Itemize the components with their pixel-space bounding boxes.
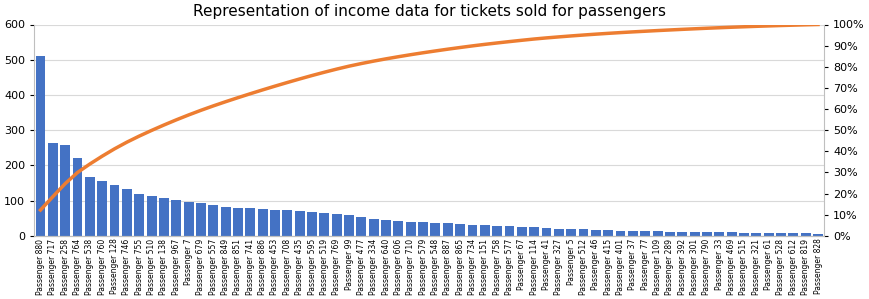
Bar — [406, 222, 415, 236]
Bar — [368, 219, 379, 236]
Bar — [183, 202, 194, 236]
Bar — [48, 143, 57, 236]
Bar — [468, 225, 477, 236]
Bar — [381, 220, 391, 236]
Bar — [677, 232, 687, 236]
Bar — [332, 214, 342, 236]
Bar — [147, 196, 156, 236]
Bar — [209, 205, 218, 236]
Bar — [109, 185, 119, 236]
Bar — [492, 226, 502, 236]
Bar — [221, 207, 230, 236]
Bar — [344, 215, 354, 236]
Bar — [245, 208, 255, 236]
Bar — [726, 232, 737, 236]
Bar — [36, 56, 45, 236]
Bar — [258, 209, 268, 236]
Bar — [282, 210, 292, 236]
Bar — [418, 222, 428, 236]
Bar — [591, 230, 600, 236]
Bar — [813, 234, 823, 236]
Bar — [97, 181, 107, 236]
Bar — [653, 231, 662, 236]
Bar — [800, 233, 811, 236]
Bar — [690, 232, 700, 236]
Bar — [85, 177, 95, 236]
Bar — [788, 233, 799, 236]
Bar — [430, 223, 441, 236]
Bar — [159, 198, 169, 236]
Bar — [603, 230, 614, 236]
Bar — [196, 203, 206, 236]
Bar — [702, 232, 712, 236]
Bar — [579, 229, 588, 236]
Bar — [480, 225, 490, 236]
Bar — [394, 221, 403, 236]
Bar — [307, 212, 317, 236]
Bar — [295, 211, 305, 236]
Bar — [443, 223, 453, 236]
Bar — [714, 232, 724, 236]
Bar — [60, 145, 70, 236]
Bar — [517, 227, 527, 236]
Bar — [529, 227, 539, 236]
Bar — [752, 233, 761, 236]
Bar — [270, 210, 280, 236]
Bar — [640, 231, 650, 236]
Bar — [122, 189, 132, 236]
Bar — [171, 200, 181, 236]
Bar — [541, 228, 552, 236]
Bar — [567, 229, 576, 236]
Bar — [628, 231, 638, 236]
Bar — [320, 213, 329, 236]
Bar — [455, 224, 465, 236]
Bar — [776, 233, 786, 236]
Bar — [356, 217, 367, 236]
Bar — [739, 233, 749, 236]
Bar — [615, 231, 626, 236]
Bar — [764, 233, 773, 236]
Bar — [665, 232, 675, 236]
Bar — [554, 229, 564, 236]
Title: Representation of income data for tickets sold for passengers: Representation of income data for ticket… — [193, 4, 666, 19]
Bar — [233, 208, 243, 236]
Bar — [73, 158, 83, 236]
Bar — [505, 226, 514, 236]
Bar — [135, 193, 144, 236]
